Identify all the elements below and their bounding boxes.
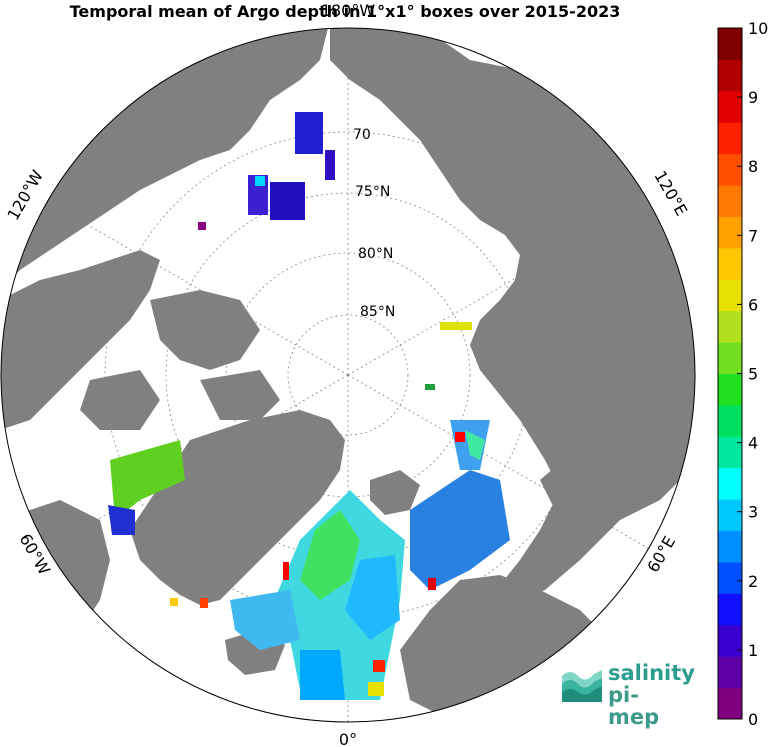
colorbar-tick-label: 3	[748, 503, 758, 522]
map-boundary	[0, 27, 696, 723]
colorbar-tick-label: 0	[748, 710, 758, 729]
land-novaya-zemlya	[540, 450, 600, 510]
colorbar-tick-label: 8	[748, 157, 758, 176]
logo-line2: pi-mep	[608, 683, 660, 729]
colorbar-segment	[718, 373, 742, 406]
colorbar-segment	[718, 153, 742, 186]
chart-title: Temporal mean of Argo depth in 1°x1° box…	[69, 2, 621, 21]
colorbar-tick-label: 6	[748, 295, 758, 314]
colorbar-segment	[718, 247, 742, 280]
land-labrador	[1, 500, 110, 700]
lat-label-70: 70	[353, 127, 371, 143]
colorbar	[717, 27, 743, 720]
colorbar-segment	[718, 530, 742, 563]
colorbar-segment	[718, 216, 742, 249]
colorbar-tick-label: 5	[748, 365, 758, 384]
colorbar-segment	[718, 90, 742, 123]
land-eurasia	[330, 28, 695, 600]
lat-label-85: 85°N	[360, 304, 395, 320]
colorbar-segment	[718, 436, 742, 469]
lon-label-right-upper: 120°E	[650, 167, 691, 219]
colorbar-segment	[718, 624, 742, 657]
colorbar-segment	[718, 310, 742, 343]
land-svalbard	[370, 470, 420, 515]
salinity-pi-mep-logo: salinity pi-mep	[560, 660, 695, 728]
colorbar-segment	[718, 122, 742, 155]
colorbar-segment	[718, 59, 742, 92]
lon-label-bottom: 0°	[339, 730, 357, 747]
colorbar-segment	[718, 342, 742, 374]
colorbar-segment	[718, 467, 742, 500]
lon-label-top: 180°W	[321, 1, 376, 20]
land-greenland	[130, 410, 345, 605]
land-archipelago-2	[80, 370, 160, 430]
land-archipelago-3	[200, 370, 280, 420]
logo-waves-icon	[562, 670, 602, 702]
colorbar-segment	[718, 561, 742, 594]
logo-line1: salinity	[608, 661, 695, 685]
colorbar-segment	[718, 28, 742, 60]
colorbar-tick-label: 7	[748, 226, 758, 245]
colorbar-segment	[718, 185, 742, 217]
colorbar-segment	[718, 593, 742, 626]
colorbar-segment	[718, 499, 742, 532]
lat-label-75: 75°N	[355, 184, 390, 200]
colorbar-segment	[718, 404, 742, 437]
colorbar-segment	[718, 687, 742, 720]
colorbar-segment	[718, 279, 742, 312]
colorbar-segment	[718, 656, 742, 689]
lat-label-80: 80°N	[358, 246, 393, 262]
colorbar-tick-label: 10	[748, 19, 768, 38]
argo-depth-boxes	[108, 112, 510, 700]
land-archipelago-1	[150, 290, 260, 370]
colorbar-tick-label: 2	[748, 572, 758, 591]
land-canada	[1, 250, 160, 430]
colorbar-tick-label: 9	[748, 88, 758, 107]
colorbar-tick-label: 4	[748, 434, 758, 453]
colorbar-tick-label: 1	[748, 641, 758, 660]
